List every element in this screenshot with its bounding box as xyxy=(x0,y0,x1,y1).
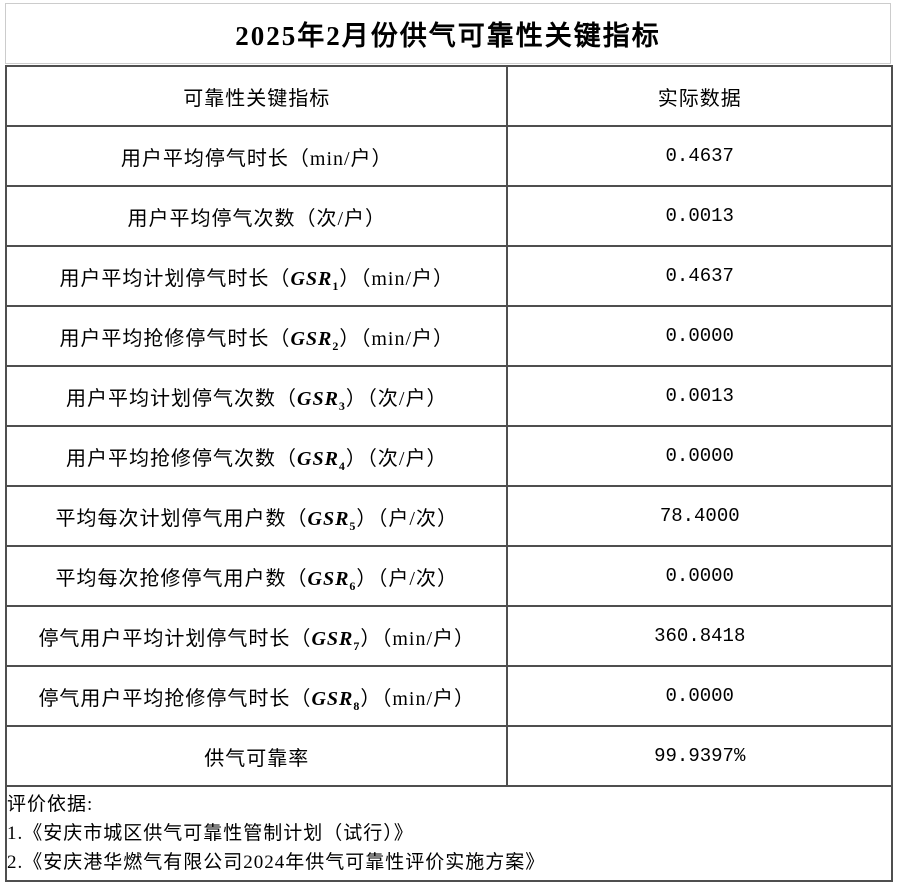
table-row: 平均每次计划停气用户数（GSR5）（户/次） 78.4000 xyxy=(4,485,893,547)
actual-data-column-header: 实际数据 xyxy=(506,65,893,127)
table-row: 用户平均抢修停气时长（GSR2）（min/户） 0.0000 xyxy=(4,305,893,367)
table-row: 停气用户平均抢修停气时长（GSR8）（min/户） 0.0000 xyxy=(4,665,893,727)
gsr-symbol: GSR6 xyxy=(307,567,357,593)
value-cell: 0.0000 xyxy=(506,665,893,727)
indicator-cell: 停气用户平均抢修停气时长（GSR8）（min/户） xyxy=(4,665,509,727)
table-row: 用户平均停气次数（次/户） 0.0013 xyxy=(4,185,893,247)
indicator-cell: 用户平均抢修停气次数（GSR4）（次/户） xyxy=(4,425,509,487)
indicator-unit: ）（min/户） xyxy=(360,627,476,650)
value-cell: 0.4637 xyxy=(506,125,893,187)
gsr-symbol: GSR3 xyxy=(297,387,346,413)
indicator-label: 用户平均停气次数（次/户） xyxy=(127,207,387,230)
table-row: 用户平均抢修停气次数（GSR4）（次/户） 0.0000 xyxy=(4,425,893,487)
indicator-cell: 供气可靠率 xyxy=(4,725,509,787)
indicator-unit: ）（次/户） xyxy=(345,387,448,410)
table-row: 用户平均计划停气次数（GSR3）（次/户） 0.0013 xyxy=(4,365,893,427)
indicator-cell: 用户平均抢修停气时长（GSR2）（min/户） xyxy=(4,305,509,367)
value-cell: 360.8418 xyxy=(506,605,893,667)
gsr-symbol: GSR2 xyxy=(290,327,340,353)
value-cell: 0.0000 xyxy=(506,545,893,607)
indicator-cell: 用户平均停气时长（min/户） xyxy=(4,125,509,187)
indicator-column-header: 可靠性关键指标 xyxy=(4,65,509,127)
indicator-unit: ）（min/户） xyxy=(339,327,455,350)
indicator-cell: 用户平均计划停气时长（GSR1）（min/户） xyxy=(4,245,509,307)
value-cell: 0.4637 xyxy=(506,245,893,307)
indicator-cell: 停气用户平均计划停气时长（GSR7）（min/户） xyxy=(4,605,509,667)
gsr-symbol: GSR1 xyxy=(290,267,340,293)
footer-line: 2.《安庆港华燃气有限公司2024年供气可靠性评价实施方案》 xyxy=(7,852,546,873)
value-cell: 0.0000 xyxy=(506,425,893,487)
evaluation-basis-lines: 评价依据: 1.《安庆市城区供气可靠性管制计划（试行）》 2.《安庆港华燃气有限公司… xyxy=(7,790,891,877)
indicator-label: 用户平均抢修停气次数（ xyxy=(66,447,297,470)
indicator-label: 平均每次计划停气用户数（ xyxy=(55,507,308,530)
table-row: 平均每次抢修停气用户数（GSR6）（户/次） 0.0000 xyxy=(4,545,893,607)
value-cell: 0.0000 xyxy=(506,305,893,367)
reliability-indicators-table: 可靠性关键指标 实际数据 用户平均停气时长（min/户） 0.4637 用户平均… xyxy=(4,65,893,882)
header-row: 可靠性关键指标 实际数据 xyxy=(4,65,893,127)
indicator-label: 用户平均停气时长（min/户） xyxy=(120,147,393,170)
indicator-cell: 用户平均计划停气次数（GSR3）（次/户） xyxy=(4,365,509,427)
title-box: 2025年2月份供气可靠性关键指标 xyxy=(5,3,891,64)
indicator-label: 用户平均抢修停气时长（ xyxy=(59,327,291,350)
table-row: 停气用户平均计划停气时长（GSR7）（min/户） 360.8418 xyxy=(4,605,893,667)
table-row: 供气可靠率 99.9397% xyxy=(4,725,893,787)
value-cell: 99.9397% xyxy=(506,725,893,787)
indicator-cell: 用户平均停气次数（次/户） xyxy=(4,185,509,247)
indicator-unit: ）（min/户） xyxy=(360,687,476,710)
footer-row: 评价依据: 1.《安庆市城区供气可靠性管制计划（试行）》 2.《安庆港华燃气有限公司… xyxy=(5,785,893,882)
page-title: 2025年2月份供气可靠性关键指标 xyxy=(235,21,661,51)
value-cell: 0.0013 xyxy=(506,185,893,247)
evaluation-basis: 评价依据: 1.《安庆市城区供气可靠性管制计划（试行）》 2.《安庆港华燃气有限公司… xyxy=(5,785,893,882)
indicator-label: 停气用户平均计划停气时长（ xyxy=(38,627,312,650)
indicator-label: 用户平均计划停气时长（ xyxy=(59,267,291,290)
indicator-label: 平均每次抢修停气用户数（ xyxy=(55,567,308,590)
gsr-symbol: GSR5 xyxy=(307,507,357,533)
footer-line: 1.《安庆市城区供气可靠性管制计划（试行）》 xyxy=(7,823,414,844)
indicator-unit: ）（min/户） xyxy=(339,267,455,290)
gsr-symbol: GSR8 xyxy=(311,687,361,713)
value-cell: 0.0013 xyxy=(506,365,893,427)
indicator-unit: ）（户/次） xyxy=(356,507,458,530)
gsr-symbol: GSR4 xyxy=(297,447,346,473)
table-row: 用户平均计划停气时长（GSR1）（min/户） 0.4637 xyxy=(4,245,893,307)
table-body: 用户平均停气时长（min/户） 0.4637 用户平均停气次数（次/户） 0.0… xyxy=(4,125,893,787)
footer-line: 评价依据: xyxy=(7,794,94,815)
indicator-cell: 平均每次计划停气用户数（GSR5）（户/次） xyxy=(4,485,509,547)
indicator-unit: ）（户/次） xyxy=(356,567,458,590)
indicator-label: 供气可靠率 xyxy=(204,747,310,770)
table-row: 用户平均停气时长（min/户） 0.4637 xyxy=(4,125,893,187)
gsr-symbol: GSR7 xyxy=(311,627,361,653)
indicator-label: 停气用户平均抢修停气时长（ xyxy=(38,687,312,710)
indicator-label: 用户平均计划停气次数（ xyxy=(66,387,297,410)
indicator-unit: ）（次/户） xyxy=(345,447,448,470)
value-cell: 78.4000 xyxy=(506,485,893,547)
indicator-cell: 平均每次抢修停气用户数（GSR6）（户/次） xyxy=(4,545,509,607)
